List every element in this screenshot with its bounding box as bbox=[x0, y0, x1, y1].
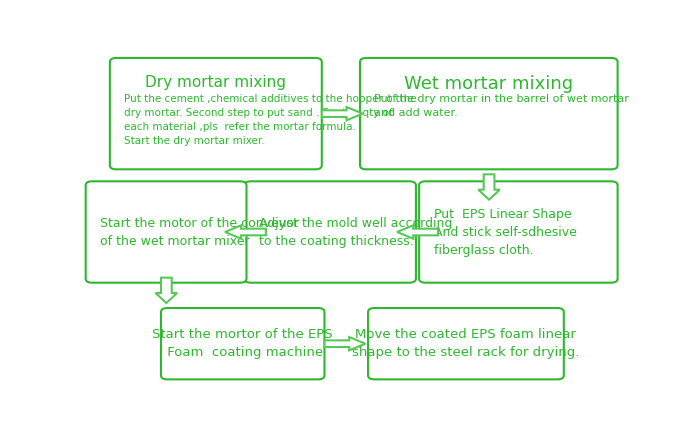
Text: Adjust the mold well according
to the coating thickness.: Adjust the mold well according to the co… bbox=[259, 216, 452, 248]
FancyBboxPatch shape bbox=[419, 181, 618, 283]
Polygon shape bbox=[478, 174, 500, 200]
Polygon shape bbox=[225, 225, 266, 239]
Polygon shape bbox=[322, 107, 363, 120]
Text: Start the mortor of the EPS
 Foam  coating machine: Start the mortor of the EPS Foam coating… bbox=[153, 328, 333, 359]
FancyBboxPatch shape bbox=[244, 181, 416, 283]
Polygon shape bbox=[397, 225, 438, 239]
FancyBboxPatch shape bbox=[360, 58, 618, 169]
FancyBboxPatch shape bbox=[85, 181, 246, 283]
Text: Put the dry mortar in the barrel of wet mortar
and add water.: Put the dry mortar in the barrel of wet … bbox=[375, 94, 629, 118]
Text: Move the coated EPS foam linear
shape to the steel rack for drying.: Move the coated EPS foam linear shape to… bbox=[353, 328, 579, 359]
FancyBboxPatch shape bbox=[368, 308, 564, 379]
Polygon shape bbox=[155, 278, 177, 303]
Text: Wet mortar mixing: Wet mortar mixing bbox=[404, 75, 573, 93]
Text: Put the cement ,chemical additives to the hopper of the
dry mortar. Second step : Put the cement ,chemical additives to th… bbox=[124, 94, 417, 145]
Text: Put  EPS Linear Shape
And stick self-sdhesive
fiberglass cloth.: Put EPS Linear Shape And stick self-sdhe… bbox=[434, 207, 577, 256]
Text: Dry mortar mixing: Dry mortar mixing bbox=[145, 75, 287, 90]
FancyBboxPatch shape bbox=[161, 308, 325, 379]
Text: .: . bbox=[358, 337, 362, 351]
FancyBboxPatch shape bbox=[110, 58, 322, 169]
Text: Start the motor of the conveyor
of the wet mortar mixer: Start the motor of the conveyor of the w… bbox=[100, 216, 299, 248]
Polygon shape bbox=[325, 337, 365, 350]
